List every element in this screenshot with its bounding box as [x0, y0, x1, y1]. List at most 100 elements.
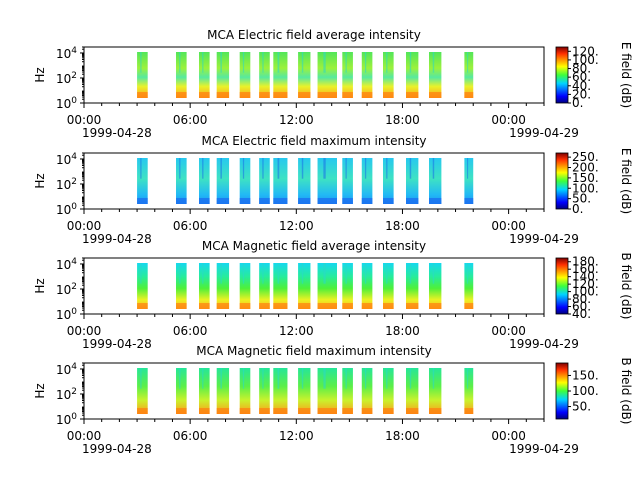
data-streak: [202, 263, 204, 284]
y-tick-label: 104: [56, 46, 77, 61]
colorbar-tick-label: 40.: [572, 79, 591, 93]
x-end-date: 1999-04-29: [509, 442, 579, 456]
data-streak: [277, 158, 280, 179]
data-segment: [216, 263, 230, 309]
data-streak: [467, 158, 469, 179]
data-segment: [429, 263, 442, 309]
data-streak: [140, 368, 142, 389]
data-segment: [361, 158, 373, 204]
data-streak: [220, 263, 222, 284]
colorbar-tick-label: 150.: [572, 368, 599, 382]
data-low-band: [317, 408, 337, 414]
data-low-band: [342, 198, 353, 204]
data-segment: [298, 263, 311, 309]
x-end-date: 1999-04-29: [509, 126, 579, 140]
colorbar-label: B field (dB): [619, 358, 633, 425]
data-segment: [137, 158, 148, 204]
colorbar-tick-label: 120.: [572, 44, 599, 58]
data-segment: [199, 263, 210, 309]
data-segment: [317, 263, 337, 309]
data-low-band: [342, 303, 353, 309]
x-tick-label: 00:00: [491, 324, 526, 338]
data-low-band: [259, 303, 270, 309]
y-axis: 100 102 104: [56, 46, 84, 111]
data-streak: [140, 158, 142, 179]
y-axis-label: Hz: [33, 383, 47, 398]
data-segment: [216, 368, 230, 414]
y-axis: 100 102 104: [56, 257, 84, 322]
data-streak: [242, 158, 245, 179]
data-segments: [137, 52, 474, 98]
colorbar-tick-label: 100.: [572, 181, 599, 195]
data-segment: [137, 368, 148, 414]
colorbar-tick-label: 250.: [572, 150, 599, 164]
y-tick-label: 104: [56, 152, 77, 167]
data-segment: [317, 158, 337, 204]
data-streak: [242, 263, 245, 284]
data-segment: [406, 368, 419, 414]
data-low-band: [137, 303, 148, 309]
data-segment: [273, 263, 288, 309]
data-low-band: [464, 303, 474, 309]
colorbar-gradient: [555, 152, 569, 210]
colorbar-tick-label: 20.: [572, 87, 591, 101]
data-streak: [467, 368, 469, 389]
data-low-band: [137, 198, 148, 204]
data-segment: [317, 52, 337, 98]
colorbar-tick-label: 150.: [572, 171, 599, 185]
data-streak: [277, 52, 280, 73]
data-segment: [464, 263, 474, 309]
x-start-date: 1999-04-28: [82, 337, 152, 351]
colorbar-tick-label: 100.: [572, 285, 599, 299]
data-low-band: [216, 198, 230, 204]
data-streak: [467, 263, 469, 284]
data-segment: [273, 158, 288, 204]
data-streak: [386, 52, 388, 73]
data-segment: [259, 158, 270, 204]
x-tick-label: 06:00: [173, 324, 208, 338]
x-tick-label: 00:00: [491, 219, 526, 233]
y-tick-label: 100: [56, 307, 77, 322]
data-segment: [342, 368, 353, 414]
data-low-band: [239, 408, 251, 414]
data-segment: [176, 263, 187, 309]
x-tick-label: 18:00: [385, 113, 420, 127]
data-streak: [262, 368, 264, 389]
data-low-band: [342, 408, 353, 414]
data-segment: [239, 368, 251, 414]
data-low-band: [406, 92, 419, 98]
data-low-band: [383, 198, 394, 204]
data-streak: [386, 158, 388, 179]
data-low-band: [259, 92, 270, 98]
x-tick-label: 18:00: [385, 324, 420, 338]
data-low-band: [361, 408, 373, 414]
panel-title: MCA Magnetic field maximum intensity: [196, 344, 432, 358]
data-segment: [199, 52, 210, 98]
data-low-band: [464, 198, 474, 204]
data-segment: [406, 52, 419, 98]
data-streak: [262, 263, 264, 284]
data-streak: [220, 158, 222, 179]
y-axis-label: Hz: [33, 278, 47, 293]
y-axis: 100 102 104: [56, 152, 84, 217]
x-tick-label: 18:00: [385, 219, 420, 233]
x-tick-label: 00:00: [67, 113, 102, 127]
colorbar-label: E field (dB): [619, 148, 633, 214]
x-start-date: 1999-04-28: [82, 126, 152, 140]
data-streak: [220, 368, 222, 389]
data-segment: [298, 158, 311, 204]
data-segment: [199, 368, 210, 414]
colorbar: 40.60.80.100.120.140.160.180. B field (dB…: [555, 253, 633, 321]
colorbar: 0.20.40.60.80.100.120. E field (dB): [555, 42, 633, 110]
data-low-band: [216, 303, 230, 309]
data-streak: [179, 52, 181, 73]
data-low-band: [464, 92, 474, 98]
data-low-band: [429, 408, 442, 414]
y-axis-label: Hz: [33, 67, 47, 82]
data-segment: [137, 263, 148, 309]
panel-2: MCA Electric field maximum intensity1001…: [33, 134, 633, 246]
data-low-band: [429, 198, 442, 204]
panel-title: MCA Magnetic field average intensity: [202, 239, 426, 253]
colorbar-tick-label: 50.: [572, 400, 591, 414]
